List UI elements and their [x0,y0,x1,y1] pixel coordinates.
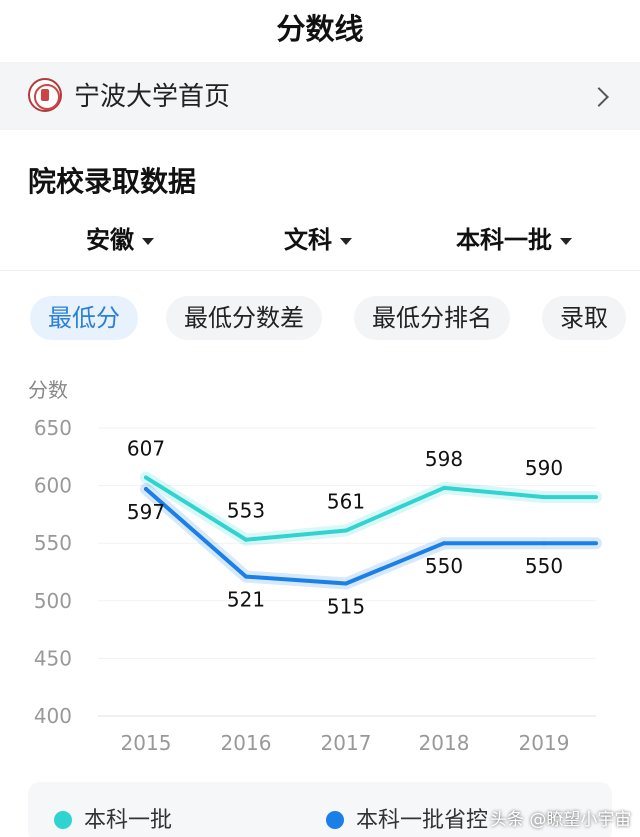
data-point [144,487,148,492]
data-point [542,541,546,546]
chevron-right-icon [589,87,609,107]
data-point [442,485,446,490]
tab-admission[interactable]: 录取 [542,296,626,340]
subject-filter[interactable]: 文科 [284,220,352,255]
tab-lowest-score-diff[interactable]: 最低分数差 [166,296,322,340]
chart-canvas: 分数 400 450 500 550 600 650 2015 2016 2017 2018 201… [28,378,602,755]
divider [0,270,640,271]
province-filter[interactable]: 安徽 [86,220,154,255]
data-label: 561 [327,490,365,514]
batch-filter-label: 本科一批 [456,226,552,254]
data-label: 607 [127,437,165,461]
data-point [144,475,148,480]
series-line [144,487,598,586]
data-point [244,574,248,579]
watermark: 头条 @瞭望小宇宙 [490,810,632,830]
data-label: 521 [227,588,265,612]
chart-legend: 本科一批 本科一批省控 [28,782,612,837]
y-axis-label: 分数 [28,378,68,402]
province-filter-label: 安徽 [86,226,134,254]
university-home-label: 宁波大学首页 [74,82,231,112]
data-label: 550 [425,554,463,578]
y-tick-label: 450 [34,646,72,670]
legend-item-series-1: 本科一批 [54,802,172,834]
section-title: 院校录取数据 [28,165,197,198]
legend-label: 本科一批省控 [356,808,489,833]
score-line-chart: 分数 400 450 500 550 600 650 2015 2016 2017 2018 201… [0,370,640,770]
data-point [542,495,546,500]
y-tick-label: 500 [34,589,72,613]
tab-lowest-score-rank[interactable]: 最低分排名 [354,296,510,340]
top-navigation-bar: 分数线 [0,0,640,62]
data-label: 598 [425,447,463,471]
page-title: 分数线 [276,12,364,46]
legend-label: 本科一批 [84,808,173,833]
data-point [344,581,348,586]
data-label: 550 [525,554,563,578]
batch-filter[interactable]: 本科一批 [456,220,572,255]
x-tick-label: 2017 [321,731,372,755]
university-seal-icon [28,78,62,112]
x-tick-label: 2018 [419,731,470,755]
university-home-link[interactable]: 宁波大学首页 [0,62,640,130]
data-point [442,541,446,546]
subject-filter-label: 文科 [284,226,332,254]
x-tick-label: 2015 [121,731,172,755]
data-point [244,537,248,542]
y-tick-label: 400 [34,704,72,728]
data-point [344,528,348,533]
caret-down-icon [142,237,154,245]
series-line-glow [140,471,602,546]
data-label: 590 [525,456,563,480]
metric-tabs: 最低分 最低分数差 最低分排名 录取 [0,296,640,342]
caret-down-icon [560,237,572,245]
data-label: 553 [227,499,265,523]
y-tick-label: 650 [34,416,72,440]
series-line [144,475,598,542]
tab-lowest-score[interactable]: 最低分 [30,296,138,340]
x-tick-label: 2016 [221,731,272,755]
caret-down-icon [340,237,352,245]
y-tick-label: 600 [34,474,72,498]
y-tick-label: 550 [34,531,72,555]
x-tick-label: 2019 [519,731,570,755]
legend-item-series-2: 本科一批省控 [326,802,488,834]
data-label: 515 [327,595,365,619]
filter-bar: 安徽 文科 本科一批 [0,212,640,268]
legend-dot-icon [326,811,344,829]
legend-dot-icon [54,811,72,829]
data-label: 597 [127,500,165,524]
